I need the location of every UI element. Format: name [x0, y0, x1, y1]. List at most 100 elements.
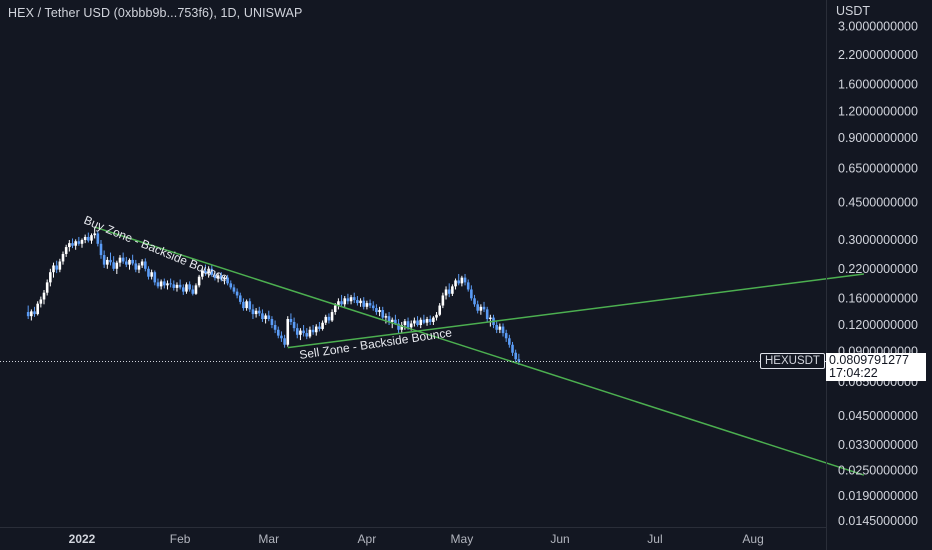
candle: [175, 282, 179, 292]
candle: [324, 314, 328, 326]
candle-body: [371, 305, 375, 309]
candle-body: [324, 316, 328, 323]
candle-body: [207, 268, 210, 274]
candle-body: [64, 247, 68, 254]
candle-body: [394, 319, 397, 324]
candle: [280, 331, 283, 342]
candle: [460, 275, 464, 287]
candle-body: [327, 316, 331, 321]
candle-body: [30, 311, 33, 317]
trendlines-layer: [94, 226, 865, 476]
candle: [378, 306, 381, 317]
candle-body: [153, 272, 157, 283]
candle-body: [61, 253, 65, 262]
candle-body: [489, 317, 492, 320]
candle: [49, 268, 52, 287]
candle-body: [156, 282, 160, 287]
candle: [470, 285, 473, 301]
candle: [273, 320, 277, 334]
trendline-descending[interactable]: [94, 226, 865, 476]
candle: [299, 328, 302, 341]
candle: [400, 321, 404, 334]
last-price-value: 0.0809791277: [829, 353, 909, 367]
candle-body: [144, 261, 147, 269]
candle: [501, 323, 505, 337]
candle: [223, 275, 226, 285]
candle-body: [87, 236, 90, 241]
candle-body: [191, 289, 195, 294]
candle-body: [125, 261, 128, 265]
candle-body: [349, 297, 353, 302]
candle: [419, 317, 423, 329]
candle-body: [454, 280, 457, 287]
candle-body: [254, 310, 258, 315]
candle-body: [362, 300, 366, 307]
candle-body: [451, 286, 454, 294]
candle-body: [118, 257, 122, 263]
candle-body: [495, 325, 498, 330]
candle-body: [501, 326, 505, 334]
candle: [311, 325, 315, 335]
time-tick-label: Feb: [170, 532, 191, 546]
buy-zone-annotation: Buy Zone - Backside Bounce: [82, 213, 231, 285]
candle: [185, 282, 188, 294]
price-tick-label: 0.6500000000: [838, 161, 918, 175]
candle: [71, 238, 74, 249]
candle: [267, 310, 271, 322]
candle-body: [428, 319, 432, 322]
candle-body: [387, 316, 391, 322]
candle-body: [102, 255, 106, 265]
candle-body: [343, 298, 347, 305]
candle: [147, 266, 150, 280]
candle-body: [172, 284, 176, 288]
candle-body: [213, 274, 217, 279]
candle: [93, 227, 96, 239]
candle: [90, 233, 93, 244]
candle-body: [115, 262, 119, 269]
price-tick-label: 0.0145000000: [838, 514, 918, 528]
candle: [257, 306, 261, 317]
candle-body: [131, 259, 134, 264]
candle: [229, 280, 233, 290]
candle: [245, 299, 248, 311]
candle: [39, 296, 43, 308]
candle-body: [295, 328, 299, 335]
time-axis-ticks: 2022 Feb Mar Apr May Jun Jul Aug: [69, 532, 764, 546]
candle-body: [52, 265, 55, 273]
candle: [80, 238, 84, 248]
candle-body: [68, 243, 71, 248]
candle-body: [93, 233, 96, 236]
chart-title: HEX / Tether USD (0xbbb9b...753f6), 1D, …: [8, 6, 303, 20]
candle: [235, 288, 239, 299]
candle-body: [137, 265, 141, 270]
candle: [295, 323, 299, 339]
candle-body: [229, 283, 233, 288]
candle-body: [314, 326, 318, 333]
candle: [498, 323, 502, 334]
candle: [102, 250, 106, 268]
trendline-ascending[interactable]: [287, 273, 864, 349]
candle-body: [352, 297, 356, 301]
candle-body: [39, 299, 43, 304]
candle-body: [150, 272, 153, 277]
candle: [292, 317, 296, 332]
candle: [55, 260, 58, 274]
price-tick-label: 0.0330000000: [838, 438, 918, 452]
candle: [340, 294, 343, 307]
candle-body: [504, 333, 508, 339]
candle: [283, 334, 286, 348]
price-tick-label: 0.0190000000: [838, 489, 918, 503]
candle-body: [330, 312, 334, 321]
candle: [26, 305, 30, 320]
candle: [261, 309, 264, 322]
candle: [352, 292, 356, 304]
candle: [131, 254, 134, 266]
candle: [451, 284, 454, 297]
candle-body: [55, 265, 58, 270]
candle: [463, 273, 467, 286]
candle-body: [216, 275, 220, 279]
candle: [137, 263, 141, 274]
price-tick-label: 2.2000000000: [838, 48, 918, 62]
price-tick-label: 3.0000000000: [838, 19, 918, 33]
